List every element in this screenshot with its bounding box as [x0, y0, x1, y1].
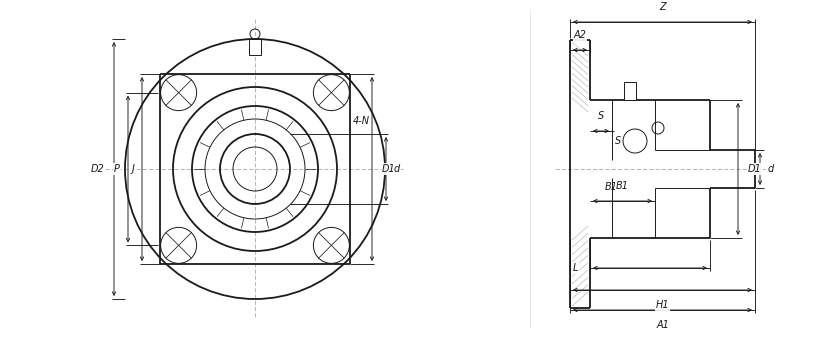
- Text: L: L: [573, 263, 578, 273]
- Text: A1: A1: [656, 320, 669, 330]
- Bar: [624, 82, 636, 100]
- Bar: [249, 39, 261, 55]
- Text: S: S: [598, 111, 604, 121]
- Text: D1: D1: [382, 164, 396, 174]
- Text: J: J: [131, 164, 134, 174]
- Text: d: d: [768, 164, 774, 174]
- Text: D2: D2: [91, 164, 104, 174]
- Text: A2: A2: [574, 30, 587, 40]
- Text: D1: D1: [748, 164, 762, 174]
- Text: H1: H1: [656, 300, 669, 310]
- Text: P: P: [114, 164, 120, 174]
- Text: S: S: [615, 136, 621, 146]
- Text: B1: B1: [616, 181, 629, 191]
- Text: 4-N: 4-N: [353, 116, 370, 126]
- Text: Z: Z: [659, 2, 666, 12]
- Text: B1: B1: [605, 182, 618, 192]
- Text: d: d: [394, 164, 401, 174]
